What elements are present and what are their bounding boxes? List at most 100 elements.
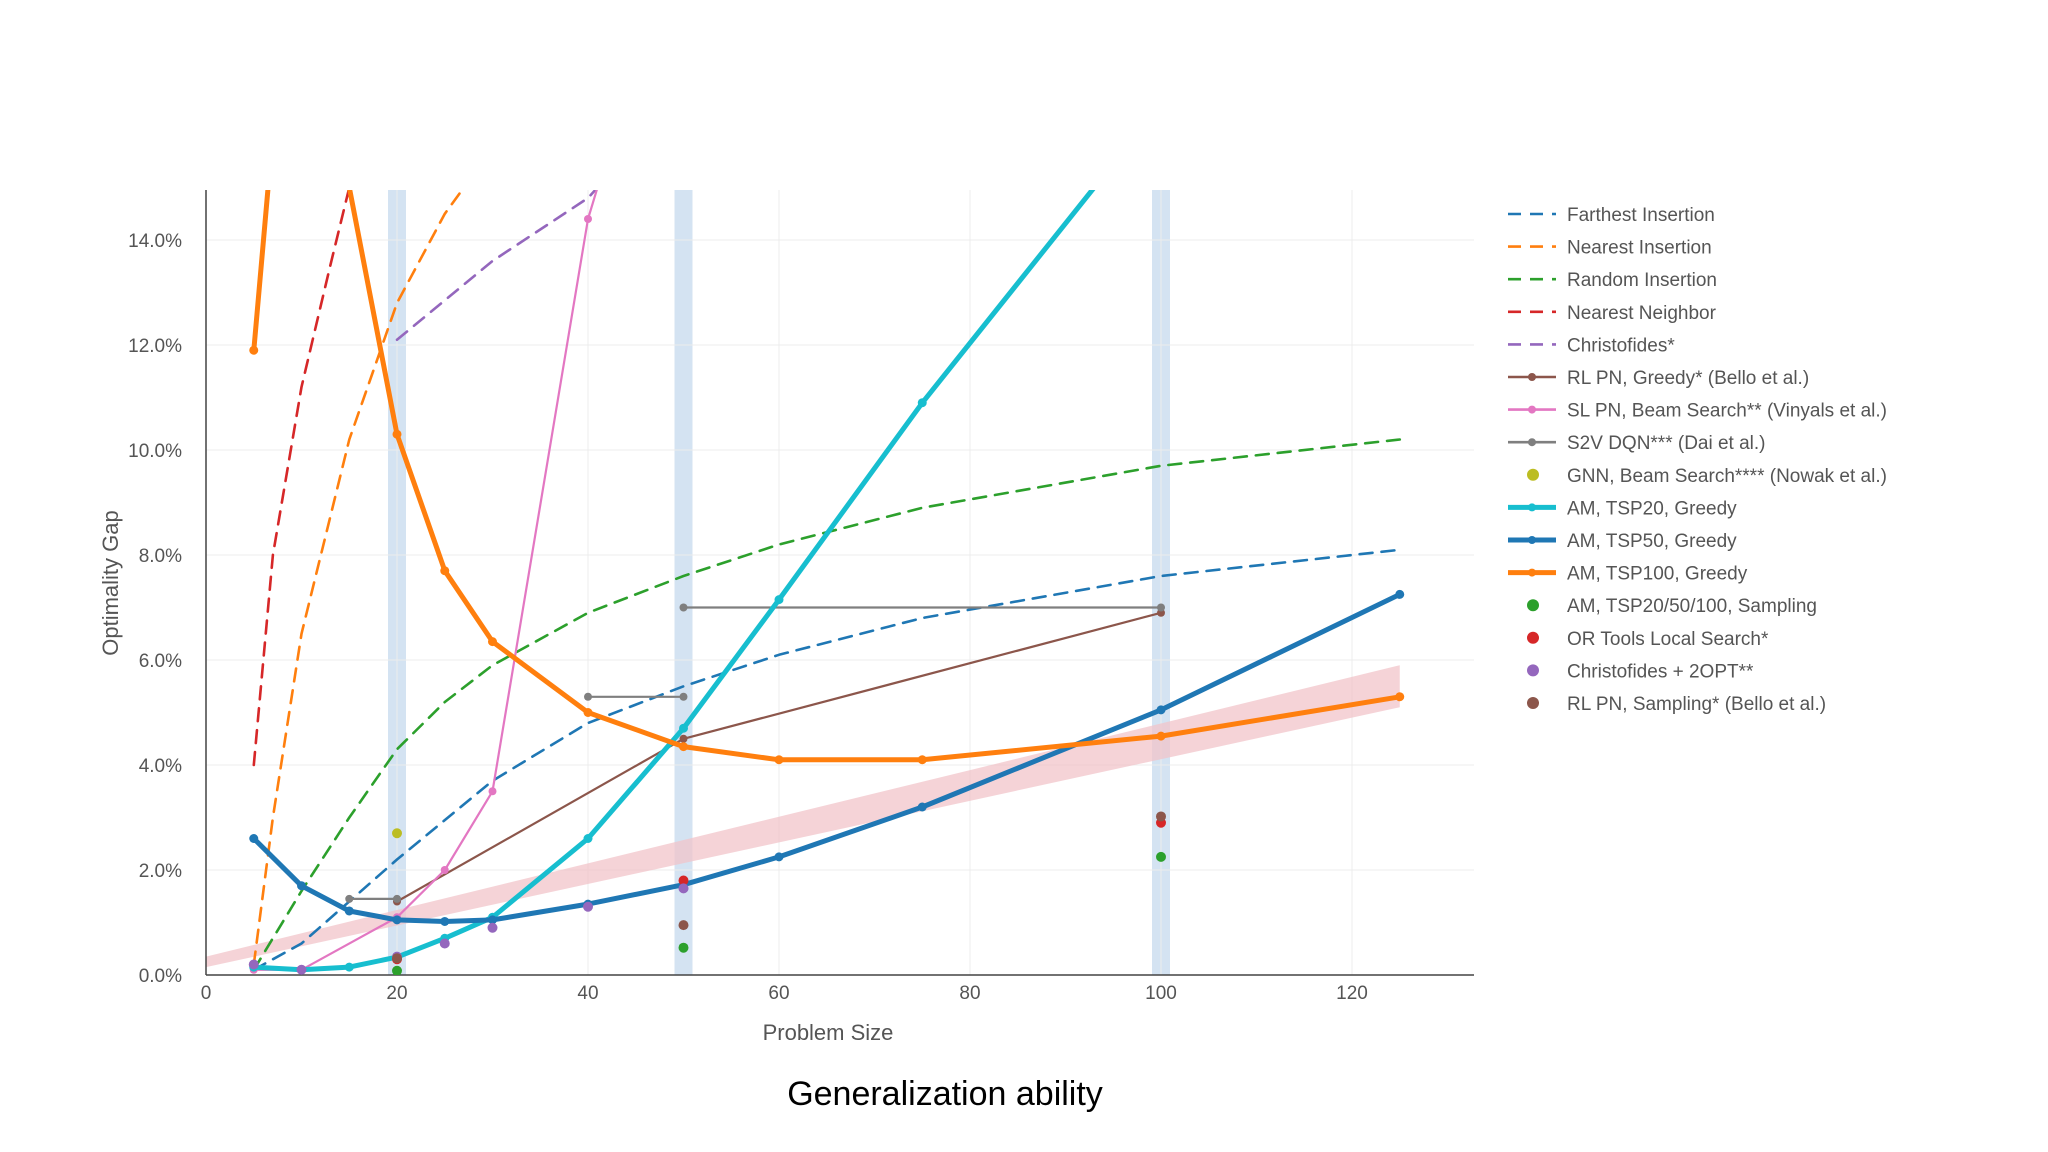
legend-item: AM, TSP100, Greedy — [1508, 564, 1748, 585]
data-point — [679, 692, 688, 701]
data-point — [678, 883, 689, 894]
data-point — [678, 875, 689, 886]
data-point — [1157, 603, 1165, 612]
legend-marker — [1528, 568, 1536, 577]
legend-item: OR Tools Local Search* — [1527, 629, 1769, 650]
data-point — [774, 852, 784, 862]
data-point — [774, 755, 784, 765]
x-tick-label: 60 — [768, 983, 789, 1004]
series-lines — [248, 190, 1405, 975]
legend-marker — [1527, 697, 1539, 709]
data-point — [393, 894, 401, 903]
data-point — [249, 345, 259, 355]
data-point — [345, 894, 354, 903]
y-tick-label: 14.0% — [128, 231, 182, 252]
legend-label: GNN, Beam Search**** (Nowak et al.) — [1567, 466, 1887, 487]
legend-item: S2V DQN*** (Dai et al.) — [1508, 433, 1766, 454]
legend-marker — [1527, 664, 1539, 677]
data-point — [679, 734, 688, 743]
data-point — [678, 942, 689, 953]
legend-marker — [1527, 631, 1539, 644]
series-2 — [252, 438, 1402, 972]
y-tick-label: 6.0% — [139, 651, 182, 672]
legend-label: AM, TSP20, Greedy — [1567, 498, 1737, 519]
legend-item: Nearest Insertion — [1508, 238, 1712, 259]
data-point — [1156, 851, 1166, 862]
legend-label: AM, TSP100, Greedy — [1567, 564, 1748, 585]
legend-item: SL PN, Beam Search** (Vinyals et al.) — [1508, 401, 1887, 422]
data-point — [488, 915, 497, 925]
legend-label: Christofides* — [1567, 335, 1675, 356]
y-tick-label: 8.0% — [139, 546, 182, 567]
x-axis-title: Problem Size — [763, 1020, 894, 1045]
data-point — [679, 742, 688, 752]
caption: Generalization ability — [787, 1075, 1103, 1113]
data-point — [344, 906, 354, 916]
legend-item: Nearest Neighbor — [1508, 303, 1717, 324]
series-14 — [248, 883, 689, 975]
legend-item: Christofides* — [1508, 335, 1675, 356]
legend-marker — [1528, 405, 1536, 414]
x-tick-label: 40 — [577, 983, 598, 1004]
data-point — [584, 215, 592, 223]
data-point — [917, 755, 927, 765]
data-point — [440, 566, 450, 576]
legend-marker — [1528, 438, 1536, 447]
data-point — [392, 953, 402, 964]
legend-item: Random Insertion — [1508, 270, 1717, 291]
legend-label: Christofides + 2OPT** — [1567, 661, 1754, 682]
legend-label: AM, TSP20/50/100, Sampling — [1567, 596, 1817, 617]
series-line — [252, 190, 598, 971]
data-point — [917, 802, 927, 812]
legend-marker — [1527, 468, 1539, 481]
data-point — [248, 959, 259, 970]
x-tick-label: 80 — [959, 983, 980, 1004]
data-point — [392, 915, 402, 925]
data-point — [488, 637, 497, 647]
data-point — [392, 828, 402, 839]
legend-label: Farthest Insertion — [1567, 205, 1715, 226]
data-point — [439, 938, 450, 949]
legend-label: RL PN, Sampling* (Bello et al.) — [1567, 694, 1826, 715]
legend-marker — [1527, 599, 1539, 612]
series-8 — [392, 828, 402, 839]
series-line — [252, 190, 351, 767]
data-point — [679, 603, 688, 612]
series-line — [395, 190, 597, 342]
data-point — [1156, 731, 1166, 741]
legend-item: Christofides + 2OPT** — [1527, 661, 1754, 682]
legend-item: Farthest Insertion — [1508, 205, 1715, 226]
data-point — [917, 398, 927, 408]
legend-item: AM, TSP50, Greedy — [1508, 531, 1737, 552]
legend-label: Nearest Neighbor — [1567, 303, 1717, 324]
y-tick-label: 2.0% — [139, 861, 182, 882]
shaded-band — [206, 665, 1400, 968]
data-point — [583, 708, 593, 717]
tick-labels: 0 20 40 60 80 100 120 0.0% 2.0% 4.0% 6.0% 8.0% 10.0%… — [128, 231, 1368, 1004]
data-point — [440, 916, 450, 926]
series-3 — [252, 190, 351, 767]
legend-label: S2V DQN*** (Dai et al.) — [1567, 433, 1766, 454]
data-point — [297, 881, 306, 891]
series-line — [347, 190, 1403, 763]
legend-label: AM, TSP50, Greedy — [1567, 531, 1737, 552]
legend-item: GNN, Beam Search**** (Nowak et al.) — [1527, 466, 1887, 487]
series-6 — [249, 190, 598, 974]
series-line — [251, 190, 271, 353]
data-point — [488, 787, 497, 796]
legend-marker — [1528, 503, 1536, 512]
series-11 — [249, 190, 1405, 765]
data-point — [1156, 705, 1166, 715]
series-4 — [395, 190, 597, 342]
highlight-band — [674, 190, 693, 975]
data-point — [487, 922, 498, 933]
legend-label: SL PN, Beam Search** (Vinyals et al.) — [1567, 401, 1887, 422]
series-12 — [392, 851, 1166, 975]
confidence-band — [206, 665, 1400, 968]
legend-item: RL PN, Greedy* (Bello et al.) — [1508, 368, 1809, 389]
data-point — [774, 595, 784, 605]
x-tick-label: 120 — [1336, 983, 1368, 1004]
legend-label: Nearest Insertion — [1567, 238, 1712, 259]
data-point — [249, 834, 259, 843]
